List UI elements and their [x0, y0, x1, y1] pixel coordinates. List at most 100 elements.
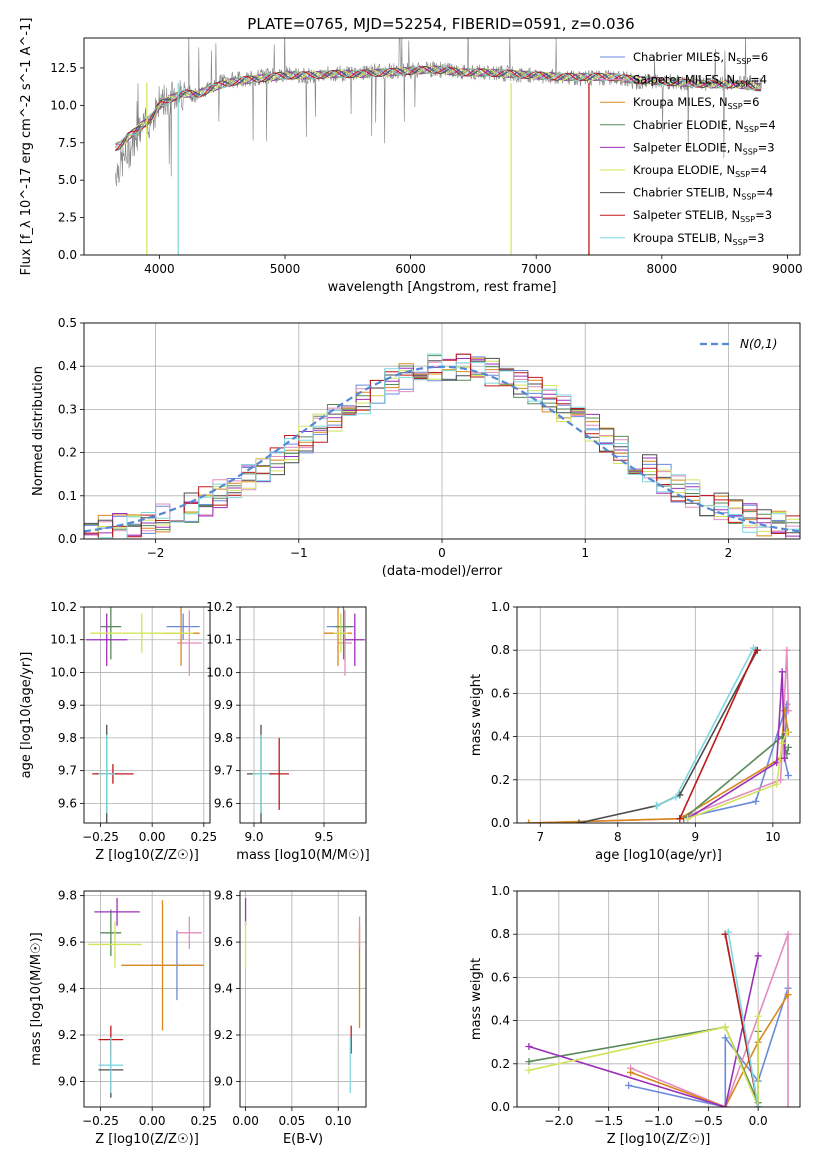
x-tick-label: −1: [290, 546, 308, 560]
errorbar-point: [166, 613, 200, 640]
panel-age_vs_Z: −0.25 0.00 0.25 9.6 9.7 9.8 9.9 10.0 10.1 10.2 Z […: [19, 600, 217, 863]
mass-weight-marker: [684, 815, 692, 823]
y-tick-label: 9.6: [58, 796, 77, 810]
errorbar-point: [333, 613, 348, 653]
y-tick-label: 10.1: [50, 633, 77, 647]
y-axis-label: Flux [f_λ 10^-17 erg cm^-2 s^-1 A^-1]: [19, 18, 34, 276]
legend-entry: Chabrier STELIB, NSSP=4: [633, 186, 773, 202]
x-axis-label: E(B-V): [283, 1132, 323, 1147]
mass-weight-line: [727, 931, 759, 1107]
y-tick-label: 0.8: [491, 643, 510, 657]
mass-weight-marker: [721, 1103, 729, 1107]
errorbar-point: [100, 909, 122, 957]
mass-weight-marker: [784, 743, 792, 751]
y-tick-label: 10.0: [50, 98, 77, 112]
model-spectrum-line: [115, 66, 762, 152]
legend-count: =4: [750, 73, 767, 87]
errorbar-point: [176, 916, 202, 950]
mass-weight-marker: [784, 1103, 792, 1107]
errorbar-point: [88, 921, 142, 968]
errorbar-point: [86, 613, 128, 666]
y-tick-label: 0.1: [58, 489, 77, 503]
model-spectrum-line: [115, 65, 762, 146]
legend-entry: Chabrier ELODIE, NSSP=4: [633, 118, 776, 134]
y-tick-label: 1.0: [491, 884, 510, 898]
x-tick-label: −2.0: [544, 1114, 573, 1128]
errorbar-point: [94, 897, 140, 926]
y-tick-label: 0.3: [58, 402, 77, 416]
errorbar-point: [98, 734, 115, 814]
y-tick-label: 0.4: [491, 730, 510, 744]
legend: Chabrier MILES, NSSP=6 Salpeter MILES, NS…: [600, 50, 776, 247]
panel-age_vs_mass: 9.0 9.5 9.6 9.7 9.8 9.9 10.0 10.1 10.2 mass [log1…: [206, 600, 369, 863]
mass-weight-marker: [676, 815, 684, 823]
y-tick-label: 2.5: [58, 211, 77, 225]
x-tick-label: 0.25: [190, 830, 217, 844]
mass-weight-line: [630, 994, 789, 1107]
mass-weight-marker: [784, 991, 792, 999]
x-tick-label: −0.25: [82, 1114, 119, 1128]
mass-weight-marker: [773, 780, 781, 788]
mass-weight-marker: [784, 930, 792, 938]
x-tick-label: −1.0: [644, 1114, 673, 1128]
plot-area-mass_vs_EBV: [244, 897, 361, 1094]
mass-weight-marker: [721, 1023, 729, 1031]
plot-area-age_vs_Z: [86, 607, 202, 823]
x-tick-label: 0.00: [139, 1114, 166, 1128]
y-tick-label: 1.0: [491, 600, 510, 614]
normal-reference-curve: [84, 365, 800, 533]
x-tick-label: 0.00: [232, 1114, 259, 1128]
y-tick-label: 10.2: [206, 600, 233, 614]
y-tick-label: 9.2: [58, 1028, 77, 1042]
legend-count: =4: [756, 186, 773, 200]
legend-subscript: SSP: [736, 57, 751, 66]
grid-age_vs_Z: [84, 606, 210, 823]
y-tick-label: 9.9: [58, 698, 77, 712]
y-axis-label: mass weight: [469, 674, 484, 756]
x-tick-label: 0.10: [325, 1114, 352, 1128]
x-tick-label: 1: [581, 546, 589, 560]
legend-count: =3: [758, 140, 775, 154]
mass-weight-marker: [525, 819, 533, 823]
y-tick-label: 0.6: [491, 686, 510, 700]
plot-area-mass_vs_Z: [88, 897, 204, 1098]
mass-weight-line: [528, 1016, 759, 1107]
mass-weight-marker: [627, 1068, 635, 1076]
legend-entry: Salpeter MILES, NSSP=4: [633, 73, 767, 89]
axes-frame: [83, 322, 801, 540]
mass-weight-marker: [525, 1043, 533, 1051]
x-tick-label: 0: [438, 546, 446, 560]
x-tick-label: 9.5: [314, 830, 333, 844]
model-spectrum-line: [115, 66, 762, 149]
legend-count: =6: [751, 50, 768, 64]
x-tick-label: 7: [536, 830, 544, 844]
y-tick-label: 9.7: [58, 764, 77, 778]
x-tick-label: 0.00: [139, 830, 166, 844]
x-tick-label: 8: [614, 830, 622, 844]
mass-weight-marker: [783, 646, 791, 654]
x-tick-label: 8000: [647, 262, 678, 276]
x-tick-label: 0.25: [190, 1114, 217, 1128]
y-tick-label: 9.8: [58, 889, 77, 903]
x-tick-label: 6000: [395, 262, 426, 276]
mass-weight-marker: [783, 728, 791, 736]
legend-count: =3: [748, 231, 765, 245]
legend-entry: Chabrier MILES, NSSP=6: [633, 50, 768, 66]
x-tick-label: 0.0: [749, 1114, 768, 1128]
x-axis-label: Z [log10(Z/Z☉)]: [607, 1132, 711, 1147]
plot-area-weight_vs_age: [525, 644, 792, 823]
x-axis-label: age [log10(age/yr)]: [595, 848, 722, 863]
y-tick-label: 9.6: [58, 935, 77, 949]
y-tick-label: 0.0: [491, 1100, 510, 1114]
mass-weight-marker: [653, 802, 661, 810]
errorbar-point: [100, 607, 122, 660]
y-tick-label: 0.0: [491, 816, 510, 830]
mass-weight-marker: [752, 797, 760, 805]
y-tick-label: 7.5: [58, 136, 77, 150]
y-tick-label: 0.2: [58, 446, 77, 460]
y-tick-label: 9.0: [214, 1074, 233, 1088]
mass-weight-marker: [754, 952, 762, 960]
panel-weight_vs_Z: −2.0 −1.5 −1.0 −0.5 0.0 0.0 0.2 0.4 0.6 0.8 1.0 Z […: [469, 884, 801, 1147]
errorbar-point: [121, 900, 204, 1031]
mass-weight-marker: [754, 1103, 762, 1107]
